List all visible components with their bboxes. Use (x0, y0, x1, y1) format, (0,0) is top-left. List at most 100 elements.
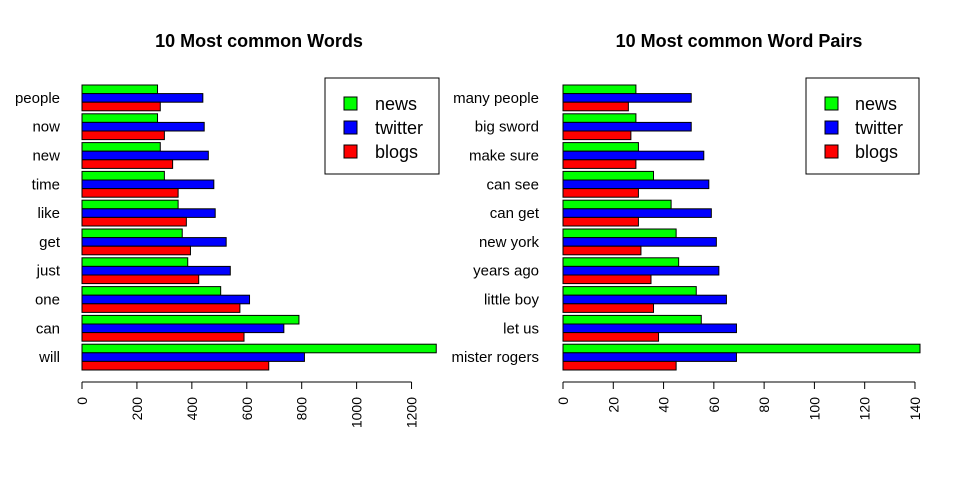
bar-blogs-big-sword (562, 130, 632, 141)
bar-blogs-now (81, 130, 165, 141)
bar-news-can-see (562, 170, 655, 181)
bar-twitter-can (81, 323, 285, 334)
bar-news-just (81, 257, 189, 267)
bar-blogs-new-york (562, 245, 642, 256)
bar-blogs-just (81, 274, 200, 285)
bar-news-will (81, 343, 437, 354)
bar-twitter-now (81, 121, 205, 132)
bar-twitter-one (81, 294, 251, 305)
bar-twitter-many-people (562, 93, 692, 103)
category-label: will (38, 349, 60, 366)
bar-twitter-new-york (562, 237, 717, 247)
legend-label-blogs: blogs (855, 142, 898, 162)
category-label: little boy (484, 292, 540, 309)
category-label: big sword (475, 119, 539, 136)
chart-panel-1: 10 Most common Words will can one just get lik… (15, 31, 440, 428)
bar-news-mister-rogers (562, 343, 921, 354)
x-tick-label: 20 (605, 397, 621, 413)
bar-twitter-like (81, 208, 216, 218)
bar-twitter-make-sure (562, 150, 705, 161)
bar-blogs-time (81, 188, 179, 198)
bar-blogs-many-people (562, 101, 629, 112)
bar-blogs-let-us (562, 332, 660, 342)
bar-twitter-let-us (562, 323, 737, 334)
bar-blogs-like (81, 216, 187, 227)
category-label: get (39, 234, 61, 251)
bar-news-like (81, 199, 179, 210)
category-label: mister rogers (451, 349, 539, 366)
bar-news-years-ago (562, 257, 680, 267)
bar-news-let-us (562, 314, 702, 325)
bar-blogs-can (81, 332, 245, 342)
x-tick-label: 100 (806, 397, 822, 421)
bar-twitter-time (81, 179, 215, 190)
bar-twitter-little-boy (562, 294, 727, 305)
category-label: new york (479, 234, 540, 251)
bar-blogs-can-get (562, 216, 639, 227)
bar-twitter-people (81, 93, 204, 103)
bar-news-one (81, 286, 222, 296)
bar-blogs-people (81, 101, 161, 112)
bar-twitter-big-sword (562, 121, 692, 132)
legend-label-twitter: twitter (375, 118, 423, 138)
category-label: people (15, 90, 60, 107)
x-tick-label: 80 (756, 397, 772, 413)
category-label: can see (486, 176, 539, 193)
bar-news-many-people (562, 84, 637, 95)
bar-twitter-will (81, 352, 305, 362)
legend: news twitter blogs (805, 77, 920, 175)
bar-news-now (81, 113, 159, 123)
bar-news-can-get (562, 199, 672, 210)
bar-news-get (81, 228, 183, 239)
x-tick-label: 600 (239, 397, 255, 421)
legend-swatch-blogs (343, 144, 358, 159)
x-tick-label: 1200 (404, 397, 420, 428)
bar-twitter-can-see (562, 179, 710, 190)
category-label: time (32, 176, 60, 193)
x-tick-label: 60 (706, 397, 722, 413)
category-label: new (32, 148, 60, 165)
chart-title: 10 Most common Word Pairs (616, 31, 863, 51)
x-tick-label: 0 (555, 397, 571, 405)
x-tick-label: 140 (907, 397, 923, 421)
bar-blogs-get (81, 245, 191, 256)
bar-twitter-get (81, 237, 227, 247)
category-label: one (35, 292, 60, 309)
category-label: like (37, 205, 60, 222)
chart-panel-2: 10 Most common Word Pairs mister rogers le… (451, 31, 923, 420)
bar-blogs-years-ago (562, 274, 652, 285)
x-tick-label: 120 (857, 397, 873, 421)
category-label: make sure (469, 148, 539, 165)
bar-blogs-mister-rogers (562, 360, 677, 371)
bar-twitter-years-ago (562, 265, 720, 276)
x-tick-label: 40 (656, 397, 672, 413)
bar-news-time (81, 170, 165, 181)
bar-blogs-make-sure (562, 159, 637, 169)
legend-label-news: news (855, 94, 897, 114)
chart-title: 10 Most common Words (155, 31, 363, 51)
legend-label-news: news (375, 94, 417, 114)
bar-twitter-can-get (562, 208, 712, 218)
bar-twitter-new (81, 150, 209, 161)
bar-blogs-little-boy (562, 303, 655, 313)
category-label: let us (503, 320, 539, 337)
category-label: many people (453, 90, 539, 107)
x-tick-label: 1000 (349, 397, 365, 428)
bar-news-new (81, 142, 161, 152)
category-label: years ago (473, 263, 539, 280)
legend-label-blogs: blogs (375, 142, 418, 162)
bar-news-make-sure (562, 142, 639, 152)
legend-swatch-blogs (824, 144, 839, 159)
category-label: can get (490, 205, 540, 222)
legend-label-twitter: twitter (855, 118, 903, 138)
x-tick-label: 800 (294, 397, 310, 421)
x-tick-label: 200 (129, 397, 145, 421)
bar-news-can (81, 314, 300, 325)
category-label: can (36, 320, 60, 337)
legend-swatch-news (343, 96, 358, 111)
bar-blogs-new (81, 159, 174, 169)
bar-news-little-boy (562, 286, 697, 296)
category-label: now (32, 119, 60, 136)
legend-swatch-twitter (824, 120, 839, 135)
